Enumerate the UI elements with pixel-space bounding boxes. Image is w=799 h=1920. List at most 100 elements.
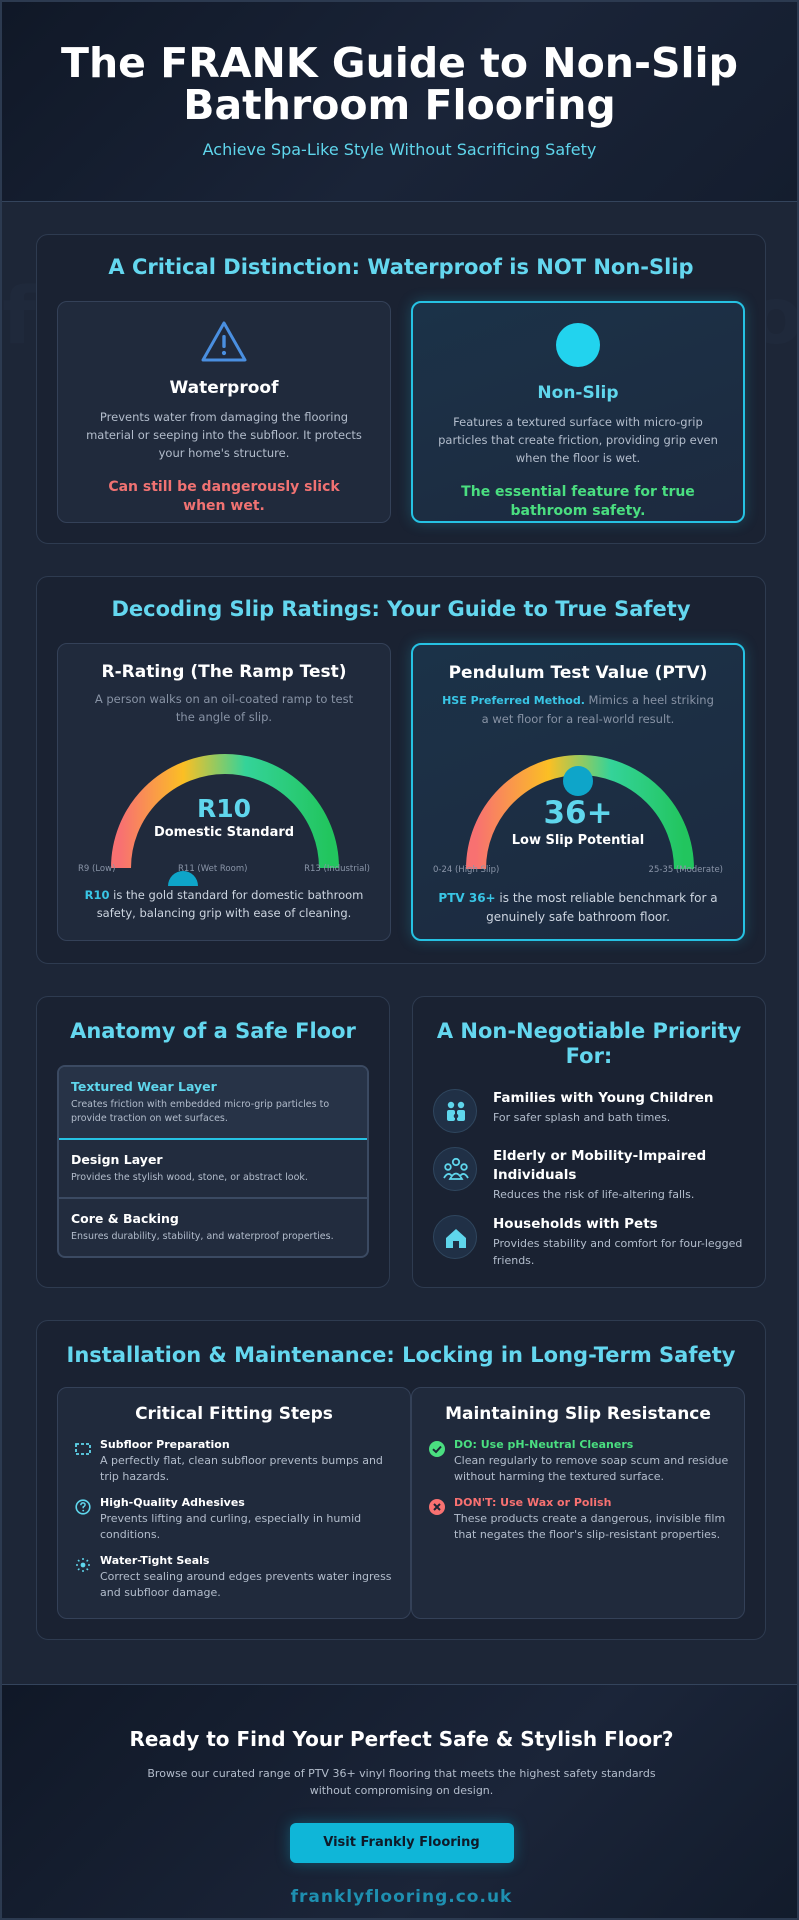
ptv-value: 36+ [543,795,613,831]
ptv-description: HSE Preferred Method. Mimics a heel stri… [439,691,717,728]
installation-panel: Installation & Maintenance: Locking in L… [36,1320,766,1640]
step-title: Water-Tight Seals [100,1554,210,1567]
x-circle-icon [429,1499,445,1515]
maintenance-dont-desc: These products create a dangerous, invis… [454,1512,726,1541]
priority-item-elderly: Elderly or Mobility-Impaired Individuals… [433,1147,745,1207]
ptv-scale-high: 25-35 (Moderate) [648,865,723,875]
step-title: High-Quality Adhesives [100,1496,245,1509]
visit-frankly-flooring-button[interactable]: Visit Frankly Flooring [289,1823,514,1863]
cta-domain-link[interactable]: franklyflooring.co.uk [290,1887,513,1907]
ptv-scale-low: 0-24 (High Slip) [433,865,500,875]
ptv-method-highlight: HSE Preferred Method. [442,694,585,707]
family-icon [433,1089,477,1133]
cta-text: Browse our curated range of PTV 36+ viny… [147,1767,656,1797]
maintenance-dont: DON'T: Use Wax or Polish These products … [428,1496,730,1546]
cta-title: Ready to Find Your Perfect Safe & Stylis… [129,1727,674,1751]
home-icon [433,1215,477,1259]
nonslip-card: Non-Slip Features a textured surface wit… [411,301,745,523]
waterproof-heading: Waterproof [169,378,279,398]
cta-section: Ready to Find Your Perfect Safe & Stylis… [2,1684,797,1918]
r-rating-heading: R-Rating (The Ramp Test) [101,662,347,682]
priority-item-families: Families with Young Children For safer s… [433,1089,745,1139]
r-rating-value-label: Domestic Standard [153,825,295,840]
ptv-footer-highlight: PTV 36+ [438,891,496,905]
priority-item-desc: For safer splash and bath times. [493,1111,671,1124]
ratings-panel: Decoding Slip Ratings: Your Guide to Tru… [36,576,766,964]
r-rating-gauge [111,754,339,886]
priority-title: A Non-Negotiable Priority For: [436,1019,742,1068]
nonslip-description: Features a textured surface with micro-g… [438,415,718,465]
priority-item-title: Households with Pets [493,1216,658,1232]
ptv-card: Pendulum Test Value (PTV) HSE Preferred … [411,643,745,941]
distinction-title: A Critical Distinction: Waterproof is NO… [108,255,694,279]
check-circle-icon [429,1441,445,1457]
r-scale-low: R9 (Low) [78,864,116,874]
step-desc: Prevents lifting and curling, especially… [100,1512,362,1541]
maintenance-do-title: DO: Use pH-Neutral Cleaners [454,1438,634,1451]
step-seals: Water-Tight Seals Correct sealing around… [74,1554,396,1604]
step-title: Subfloor Preparation [100,1438,230,1451]
r-scale-high: R13 (Industrial) [304,864,370,874]
people-group-icon [433,1147,477,1191]
waterproof-note: Can still be dangerously slick when wet. [108,479,340,514]
fitting-card: Critical Fitting Steps Subfloor Preparat… [57,1387,411,1619]
maintenance-dont-title: DON'T: Use Wax or Polish [454,1496,612,1509]
layer-stack: Textured Wear Layer Creates friction wit… [57,1065,369,1258]
waterproof-card: Waterproof Prevents water from damaging … [57,301,391,523]
r-scale-mid: R11 (Wet Room) [178,864,248,874]
ptv-method-text: Mimics a heel striking a wet floor for a… [481,693,714,726]
maintenance-card: Maintaining Slip Resistance DO: Use pH-N… [411,1387,745,1619]
question-circle-icon [75,1499,91,1515]
priority-item-desc: Reduces the risk of life-altering falls. [493,1188,695,1201]
anatomy-title: Anatomy of a Safe Floor [70,1019,356,1043]
layer-textured-wear: Textured Wear Layer Creates friction wit… [59,1067,367,1140]
anatomy-panel: Anatomy of a Safe Floor Textured Wear La… [36,996,390,1288]
priority-item-title: Families with Young Children [493,1090,714,1106]
step-subfloor: Subfloor Preparation A perfectly flat, c… [74,1438,396,1488]
layer-name: Core & Backing [71,1211,179,1226]
maintenance-heading: Maintaining Slip Resistance [445,1404,711,1424]
circle-icon [556,323,600,367]
priority-item-pets: Households with Pets Provides stability … [433,1215,745,1267]
r-rating-description: A person walks on an oil-coated ramp to … [94,692,354,724]
maintenance-do: DO: Use pH-Neutral Cleaners Clean regula… [428,1438,730,1488]
priority-panel: A Non-Negotiable Priority For: Families … [412,996,766,1288]
maintenance-do-desc: Clean regularly to remove soap scum and … [454,1454,729,1483]
step-desc: Correct sealing around edges prevents wa… [100,1570,392,1599]
ratings-title: Decoding Slip Ratings: Your Guide to Tru… [111,597,691,621]
r-rating-footer: R10 is the gold standard for domestic ba… [72,886,376,922]
ptv-gauge [466,755,694,870]
warning-triangle-icon [200,320,248,364]
r-rating-footer-highlight: R10 [84,888,110,902]
subfloor-icon [75,1443,91,1455]
header: The FRANK Guide to Non-Slip Bathroom Flo… [2,2,797,202]
distinction-panel: A Critical Distinction: Waterproof is NO… [36,234,766,544]
ptv-heading: Pendulum Test Value (PTV) [448,663,708,683]
installation-title: Installation & Maintenance: Locking in L… [66,1343,736,1367]
nonslip-heading: Non-Slip [537,383,619,403]
ptv-footer: PTV 36+ is the most reliable benchmark f… [427,889,729,927]
priority-item-desc: Provides stability and comfort for four-… [493,1237,743,1267]
nonslip-note: The essential feature for true bathroom … [461,484,695,519]
step-adhesives: High-Quality Adhesives Prevents lifting … [74,1496,396,1546]
layer-name: Textured Wear Layer [71,1079,217,1094]
waterproof-description: Prevents water from damaging the floorin… [86,410,362,460]
page-title: The FRANK Guide to Non-Slip Bathroom Flo… [61,39,738,129]
r-rating-footer-text: is the gold standard for domestic bathro… [96,888,364,920]
r-rating-card: R-Rating (The Ramp Test) A person walks … [57,643,391,941]
layer-desc: Ensures durability, stability, and water… [71,1231,334,1242]
seal-icon [76,1558,90,1572]
r-rating-value: R10 [196,794,252,823]
ptv-needle-marker [563,766,593,796]
fitting-heading: Critical Fitting Steps [135,1404,333,1424]
page-subtitle: Achieve Spa-Like Style Without Sacrifici… [202,140,597,159]
layer-design: Design Layer Provides the stylish wood, … [59,1140,367,1199]
layer-desc: Creates friction with embedded micro-gri… [71,1099,330,1124]
layer-core-backing: Core & Backing Ensures durability, stabi… [59,1199,367,1256]
r-rating-needle-marker [168,871,198,886]
layer-desc: Provides the stylish wood, stone, or abs… [71,1172,308,1183]
ptv-value-label: Low Slip Potential [511,833,645,848]
priority-item-title: Elderly or Mobility-Impaired Individuals [493,1148,707,1183]
step-desc: A perfectly flat, clean subfloor prevent… [100,1454,383,1483]
